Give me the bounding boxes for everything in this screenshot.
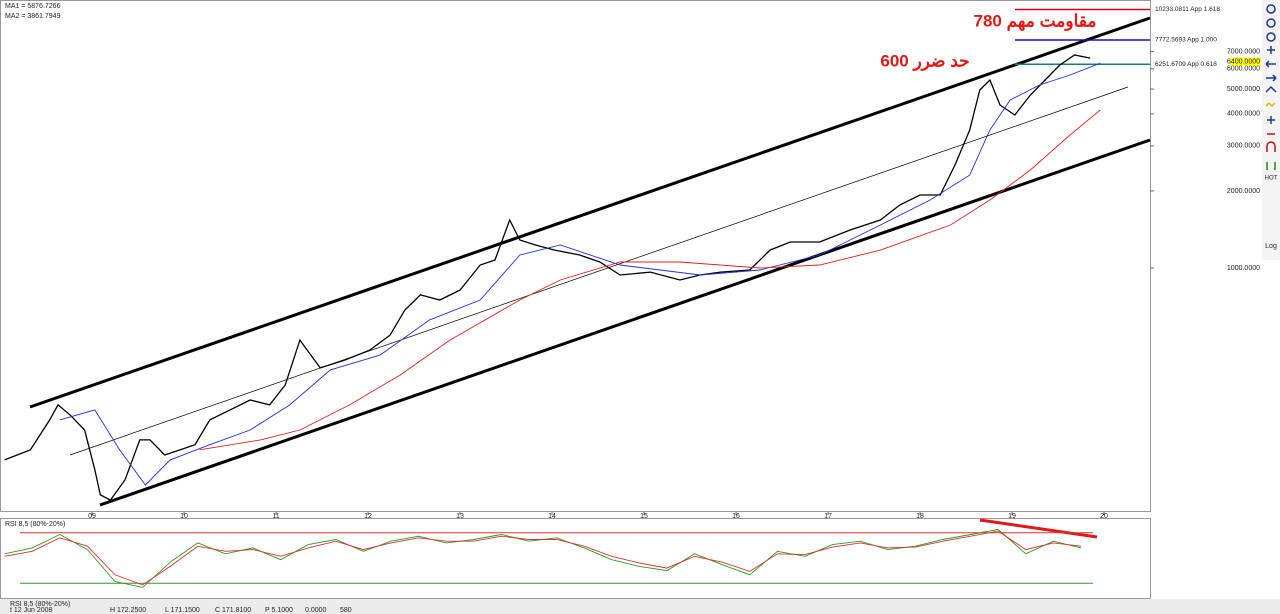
status-item: L 171.1500	[165, 607, 200, 614]
status-item: H 172.2500	[110, 607, 146, 614]
x-tick-label: 15	[640, 513, 648, 520]
channel-upper	[29, 16, 1151, 409]
y-tick-label: 7000.0000	[1227, 49, 1260, 56]
rsi-title: RSI 8,5 (80%-20%)	[5, 521, 65, 528]
toolbar	[1262, 0, 1280, 260]
x-tick-label: 09	[88, 513, 96, 520]
annotation: 780 مقاومت مهم	[974, 11, 1097, 31]
x-tick-label: 19	[1008, 513, 1016, 520]
y-tick-label: 3000.0000	[1227, 143, 1260, 150]
toolbar-label: HOT	[1265, 176, 1278, 182]
rsi-frame	[0, 518, 1151, 599]
x-tick-label: 17	[824, 513, 832, 520]
series-line	[4, 54, 1091, 501]
current-price-label: 6400.0000	[1227, 58, 1260, 65]
legend-entry: MA1 = 5876.7266	[5, 3, 61, 10]
level-label: 7772.5693 App 1.000	[1155, 37, 1217, 44]
legend-entry: MA2 = 3861.7949	[5, 13, 61, 20]
x-tick-label: 12	[364, 513, 372, 520]
channel-lines	[29, 16, 1151, 539]
x-tick-label: 18	[916, 513, 924, 520]
x-tick-label: 10	[180, 513, 188, 520]
y-tick-label: 1000.0000	[1227, 265, 1260, 272]
status-item: t 12 Jun 2008	[10, 607, 53, 614]
level-label: 6251.6709 App 0.618	[1155, 61, 1217, 68]
current-price-marker	[1230, 57, 1261, 66]
y-tick-label: 5000.0000	[1227, 86, 1260, 93]
series-line	[4, 530, 1082, 586]
toolbar-icons	[1265, 4, 1277, 170]
y-tick-label: 2000.0000	[1227, 188, 1260, 195]
x-tick-label: 11	[272, 513, 279, 520]
status-item: P 5.1000	[265, 607, 293, 614]
status-bar	[0, 599, 1280, 614]
channel-middle	[69, 86, 1129, 456]
rsi-tab: RSI 8,5 (80%-20%)	[10, 601, 70, 608]
divergence-line	[979, 518, 1098, 539]
annotation: 600 حد ضرر	[880, 51, 969, 71]
status-item: 0.0000	[305, 607, 327, 614]
toolbar-label: Log	[1265, 243, 1277, 250]
y-tick-label: 6000.0000	[1227, 66, 1260, 73]
status-item: C 171.8100	[215, 607, 251, 614]
level-label: 10233.0811 App 1.618	[1155, 6, 1220, 13]
channel-lower	[99, 138, 1151, 507]
series-line	[199, 109, 1101, 451]
x-tick-label: 16	[732, 513, 740, 520]
x-tick-label: 14	[548, 513, 556, 520]
series-line	[59, 62, 1101, 486]
status-item: 580	[340, 607, 352, 614]
x-tick-label: 13	[456, 513, 464, 520]
x-tick-label: 20	[1100, 513, 1108, 520]
y-tick-label: 4000.0000	[1227, 111, 1260, 118]
